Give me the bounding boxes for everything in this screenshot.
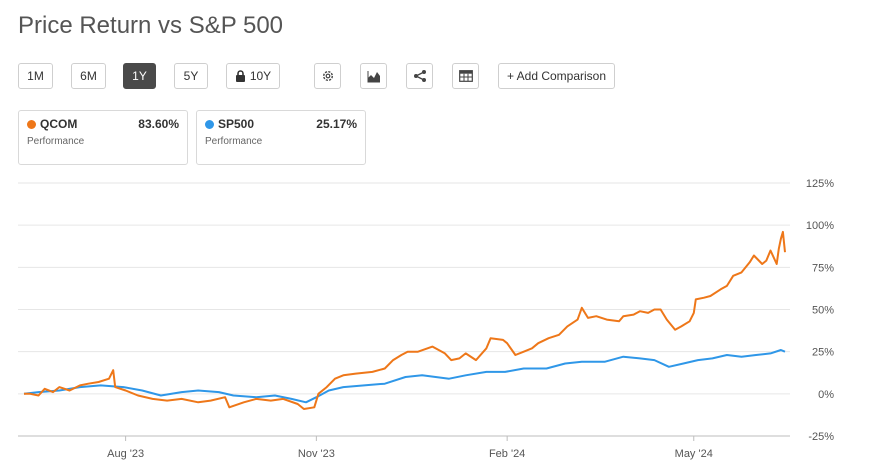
share-icon bbox=[413, 69, 427, 83]
settings-button[interactable] bbox=[314, 63, 341, 89]
y-tick-label: 100% bbox=[806, 220, 834, 232]
sp500-color-dot bbox=[205, 120, 214, 129]
y-tick-label: 0% bbox=[818, 389, 834, 401]
qcom-performance-label: Performance bbox=[27, 136, 85, 147]
x-axis: Aug '23 Nov '23 Feb '24 May '24 bbox=[18, 435, 790, 460]
y-axis-labels: 125% 100% 75% 50% 25% 0% -25% bbox=[806, 178, 834, 443]
chart-series bbox=[23, 230, 786, 410]
range-1y-button[interactable]: 1Y bbox=[123, 63, 156, 89]
range-6m-label: 6M bbox=[80, 69, 97, 83]
qcom-performance-value: 83.60% bbox=[138, 117, 179, 131]
x-tick-label: Nov '23 bbox=[298, 448, 335, 460]
y-tick-label: 25% bbox=[812, 347, 834, 359]
range-1m-label: 1M bbox=[27, 69, 44, 83]
range-10y-button[interactable]: 10Y bbox=[226, 63, 280, 89]
range-1y-label: 1Y bbox=[132, 69, 147, 83]
range-10y-label: 10Y bbox=[249, 69, 272, 83]
table-button[interactable] bbox=[452, 63, 479, 89]
qcom-color-dot bbox=[27, 120, 36, 129]
range-6m-button[interactable]: 6M bbox=[71, 63, 106, 89]
range-1m-button[interactable]: 1M bbox=[18, 63, 53, 89]
add-comparison-button[interactable]: + Add Comparison bbox=[498, 63, 615, 89]
series-line-qcom[interactable] bbox=[24, 230, 786, 410]
add-comparison-label: + Add Comparison bbox=[506, 69, 607, 83]
range-5y-label: 5Y bbox=[183, 69, 199, 83]
table-icon bbox=[458, 70, 473, 82]
range-5y-button[interactable]: 5Y bbox=[174, 63, 208, 89]
series-line-sp500[interactable] bbox=[23, 349, 786, 404]
sp500-ticker: SP500 bbox=[218, 117, 255, 131]
page-title: Price Return vs S&P 500 bbox=[18, 12, 284, 39]
toolbar: 1M 6M 1Y 5Y 10Y bbox=[0, 0, 871, 100]
chart-type-button[interactable] bbox=[360, 63, 387, 89]
legend-card-sp500[interactable]: SP500 25.17% Performance bbox=[196, 110, 366, 165]
y-tick-label: 75% bbox=[812, 262, 834, 274]
chart-grid bbox=[18, 182, 790, 395]
share-button[interactable] bbox=[406, 63, 433, 89]
legend-card-qcom[interactable]: QCOM 83.60% Performance bbox=[18, 110, 188, 165]
x-tick-label: Aug '23 bbox=[107, 448, 144, 460]
y-tick-label: 125% bbox=[806, 178, 834, 190]
sp500-performance-value: 25.17% bbox=[316, 117, 357, 131]
x-tick-label: Feb '24 bbox=[489, 448, 525, 460]
y-tick-label: -25% bbox=[808, 431, 834, 443]
price-return-chart[interactable]: 125% 100% 75% 50% 25% 0% -25% Aug '23 Nov '23 Fe… bbox=[0, 170, 871, 475]
gear-icon bbox=[321, 69, 335, 83]
x-tick-label: May '24 bbox=[675, 448, 713, 460]
qcom-ticker: QCOM bbox=[40, 117, 78, 131]
area-chart-icon bbox=[367, 70, 381, 83]
sp500-performance-label: Performance bbox=[205, 136, 263, 147]
lock-icon bbox=[235, 70, 246, 82]
y-tick-label: 50% bbox=[812, 305, 834, 317]
